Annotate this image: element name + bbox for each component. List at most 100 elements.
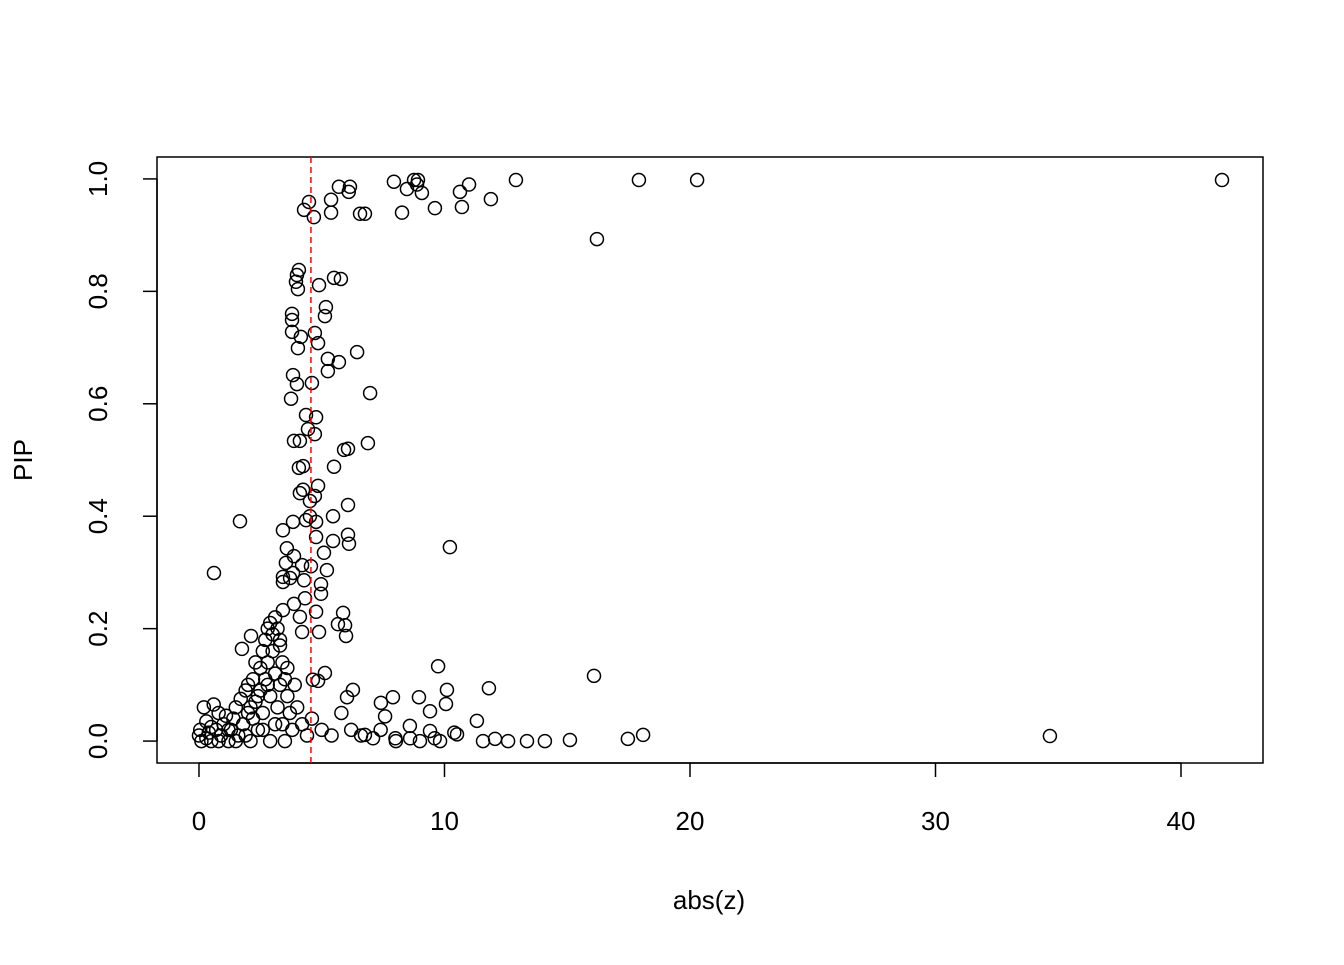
data-point	[280, 688, 295, 704]
data-point	[206, 697, 221, 712]
data-point	[343, 722, 359, 738]
data-point	[289, 376, 305, 392]
data-point	[427, 731, 442, 746]
data-point	[260, 677, 275, 693]
data-point	[449, 727, 465, 742]
data-point	[508, 172, 524, 188]
data-point	[422, 723, 438, 739]
data-point	[272, 677, 288, 693]
data-point	[275, 602, 291, 618]
data-point	[439, 682, 455, 698]
data-point	[430, 659, 446, 674]
y-axis-label: PIP	[8, 439, 38, 481]
data-point	[1214, 172, 1230, 188]
data-point	[325, 533, 341, 549]
data-point	[304, 375, 320, 391]
data-point	[298, 512, 314, 528]
data-point	[243, 628, 259, 644]
data-point	[318, 299, 334, 315]
data-point	[267, 716, 283, 732]
data-point	[277, 733, 293, 749]
data-point	[221, 722, 236, 738]
data-point	[275, 716, 290, 732]
data-point	[406, 172, 422, 188]
data-point	[342, 179, 358, 195]
data-point	[324, 728, 339, 743]
y-tick-label: 0.0	[83, 723, 113, 759]
data-point	[272, 638, 288, 653]
data-point	[287, 677, 302, 693]
data-point	[233, 691, 248, 707]
data-point	[248, 655, 263, 670]
data-point	[447, 725, 462, 740]
data-point	[689, 172, 705, 188]
data-point	[326, 459, 342, 474]
data-point	[275, 655, 290, 670]
data-point	[265, 643, 280, 659]
data-point	[475, 733, 491, 749]
data-point	[388, 731, 403, 746]
data-point	[339, 689, 355, 705]
data-point	[409, 177, 425, 192]
data-point	[275, 574, 291, 590]
data-point	[196, 700, 212, 715]
data-point	[267, 610, 283, 625]
data-point	[272, 632, 288, 648]
data-point	[245, 671, 261, 687]
data-point	[373, 695, 389, 711]
x-tick-label: 0	[192, 806, 206, 836]
data-point	[334, 705, 349, 721]
data-point	[305, 672, 321, 688]
data-point	[283, 391, 299, 406]
data-point	[313, 586, 329, 602]
x-tick-label: 40	[1167, 806, 1196, 836]
data-point	[422, 704, 438, 719]
data-point	[469, 713, 485, 729]
data-point	[323, 205, 339, 220]
data-point	[292, 485, 308, 501]
data-point	[284, 306, 300, 322]
data-point	[307, 325, 323, 341]
data-point	[280, 660, 295, 676]
data-point	[218, 708, 234, 724]
data-point	[286, 596, 302, 612]
data-point	[290, 281, 306, 297]
data-point	[331, 354, 347, 370]
data-point	[308, 410, 324, 425]
data-point	[306, 209, 322, 225]
data-point	[293, 329, 309, 345]
data-point	[365, 731, 381, 746]
data-point	[243, 733, 258, 749]
data-point	[228, 700, 244, 715]
data-point	[313, 576, 329, 592]
data-point	[284, 312, 300, 328]
data-point	[304, 711, 320, 726]
x-tick-label: 30	[921, 806, 950, 836]
data-point	[311, 277, 327, 293]
y-tick-label: 0.6	[83, 386, 113, 422]
data-point	[340, 497, 356, 513]
data-point	[402, 731, 418, 746]
data-point	[537, 733, 553, 749]
data-point	[258, 632, 273, 648]
data-point	[282, 705, 298, 721]
data-point	[285, 722, 300, 738]
data-point	[620, 731, 636, 747]
data-point	[461, 177, 477, 192]
data-point	[399, 181, 415, 197]
data-point	[302, 493, 318, 509]
data-point	[295, 458, 311, 474]
data-point	[255, 722, 271, 738]
data-point	[275, 523, 291, 538]
data-point	[232, 514, 248, 529]
data-point	[211, 733, 226, 749]
data-point	[317, 308, 333, 324]
data-point	[296, 573, 312, 588]
data-point	[308, 604, 324, 620]
data-point	[291, 262, 307, 278]
data-point	[320, 363, 336, 379]
y-tick-label: 1.0	[83, 161, 113, 197]
data-point	[314, 722, 329, 738]
data-point	[284, 324, 300, 340]
